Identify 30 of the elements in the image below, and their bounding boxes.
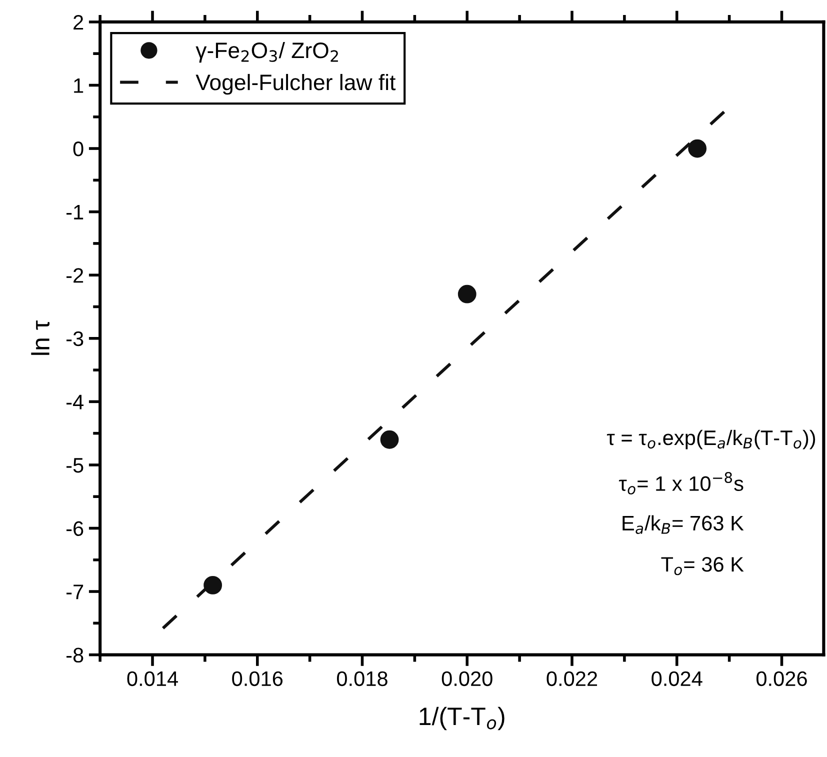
y-tick-label: -6	[66, 521, 84, 536]
x-tick-label: 0.016	[232, 671, 283, 686]
point	[380, 430, 399, 449]
y-tick-label: 0	[73, 142, 84, 156]
x-tick-label: 0.026	[756, 671, 807, 686]
x-tick-label: 0.014	[127, 671, 178, 686]
y-tick-label: 1	[74, 78, 84, 93]
x-tick-label: 0.018	[337, 671, 388, 686]
legend-label: Vogel-Fulcher law fit	[196, 74, 396, 95]
annotation: τ$_{o}$= 1 x 10$^{−8}$s	[618, 472, 744, 494]
y-tick-label: 2	[74, 14, 84, 30]
annotation: E$_{a}$/k$_{B}$= 763 K	[622, 515, 744, 534]
x-tick-label: 0.024	[652, 671, 702, 686]
point	[204, 576, 222, 594]
x-tick-label: 0.020	[442, 671, 492, 686]
y-tick-label: -1	[66, 205, 84, 220]
legend-label: γ-Fe$_{2}$O$_{3}$/ ZrO$_{2}$	[196, 42, 338, 63]
y-tick-label: -8	[66, 648, 84, 663]
text: τ = τ$_{o}$.exp(E$_{a}$/k$_{B}$(T-T$_{o}$))	[606, 430, 816, 450]
y-axis-title: ln τ	[31, 320, 50, 355]
y-tick-label: -4	[66, 394, 84, 410]
point	[458, 284, 476, 304]
y-tick-label: -7	[66, 584, 84, 600]
x-axis-title: 1/(T-T$_{o}$)	[420, 706, 504, 730]
annotation: T$_{o}$= 36 K	[661, 557, 744, 576]
x-tick-label: 0.022	[546, 671, 598, 686]
point	[688, 139, 707, 158]
y-tick-label: -3	[66, 331, 84, 346]
y-tick-label: -5	[66, 458, 84, 473]
y-tick-label: -2	[66, 268, 84, 283]
